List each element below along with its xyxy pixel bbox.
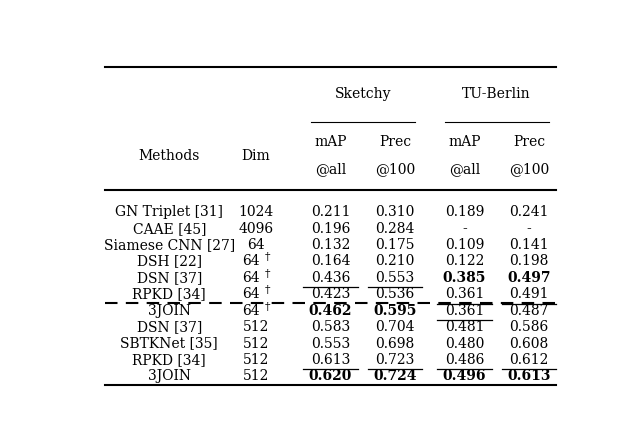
- Text: RPKD [34]: RPKD [34]: [132, 287, 206, 301]
- Text: @100: @100: [375, 163, 415, 177]
- Text: 0.595: 0.595: [373, 304, 417, 318]
- Text: -: -: [462, 222, 467, 236]
- Text: 0.536: 0.536: [375, 287, 415, 301]
- Text: 0.462: 0.462: [308, 304, 352, 318]
- Text: -: -: [527, 222, 531, 236]
- Text: Siamese CNN [27]: Siamese CNN [27]: [104, 238, 235, 252]
- Text: 0.496: 0.496: [443, 369, 486, 383]
- Text: 0.497: 0.497: [507, 271, 550, 285]
- Text: mAP: mAP: [314, 135, 347, 149]
- Text: 0.284: 0.284: [375, 222, 415, 236]
- Text: †: †: [264, 269, 269, 279]
- Text: 512: 512: [243, 369, 269, 383]
- Text: Prec: Prec: [379, 135, 411, 149]
- Text: @all: @all: [315, 163, 346, 177]
- Text: DSN [37]: DSN [37]: [136, 271, 202, 285]
- Text: 0.361: 0.361: [445, 304, 484, 318]
- Text: 64: 64: [243, 271, 260, 285]
- Text: 0.487: 0.487: [509, 304, 548, 318]
- Text: 64: 64: [247, 238, 265, 252]
- Text: †: †: [264, 301, 269, 312]
- Text: †: †: [264, 285, 269, 295]
- Text: DSN [37]: DSN [37]: [136, 320, 202, 334]
- Text: Dim: Dim: [242, 149, 271, 163]
- Text: 0.613: 0.613: [311, 353, 350, 367]
- Text: Prec: Prec: [513, 135, 545, 149]
- Text: @100: @100: [509, 163, 549, 177]
- Text: 0.122: 0.122: [445, 254, 484, 269]
- Text: 64: 64: [243, 254, 260, 269]
- Text: †: †: [264, 252, 269, 262]
- Text: Sketchy: Sketchy: [335, 87, 391, 101]
- Text: @all: @all: [449, 163, 480, 177]
- Text: 64: 64: [243, 287, 260, 301]
- Text: 0.109: 0.109: [445, 238, 484, 252]
- Text: RPKD [34]: RPKD [34]: [132, 353, 206, 367]
- Text: 0.141: 0.141: [509, 238, 548, 252]
- Text: 3JOIN: 3JOIN: [148, 304, 191, 318]
- Text: 0.612: 0.612: [509, 353, 548, 367]
- Text: TU-Berlin: TU-Berlin: [462, 87, 531, 101]
- Text: 0.189: 0.189: [445, 205, 484, 219]
- Text: 0.586: 0.586: [509, 320, 548, 334]
- Text: 0.608: 0.608: [509, 337, 548, 350]
- Text: 0.385: 0.385: [443, 271, 486, 285]
- Text: 0.211: 0.211: [311, 205, 350, 219]
- Text: 0.723: 0.723: [375, 353, 415, 367]
- Text: Methods: Methods: [139, 149, 200, 163]
- Text: 0.724: 0.724: [373, 369, 417, 383]
- Text: 0.481: 0.481: [445, 320, 484, 334]
- Text: 0.198: 0.198: [509, 254, 548, 269]
- Text: SBTKNet [35]: SBTKNet [35]: [120, 337, 218, 350]
- Text: 512: 512: [243, 353, 269, 367]
- Text: 0.620: 0.620: [308, 369, 352, 383]
- Text: 0.436: 0.436: [311, 271, 350, 285]
- Text: CAAE [45]: CAAE [45]: [132, 222, 206, 236]
- Text: 0.164: 0.164: [311, 254, 350, 269]
- Text: 0.583: 0.583: [311, 320, 350, 334]
- Text: 0.704: 0.704: [375, 320, 415, 334]
- Text: 0.553: 0.553: [375, 271, 415, 285]
- Text: 0.491: 0.491: [509, 287, 548, 301]
- Text: 0.210: 0.210: [375, 254, 415, 269]
- Text: 0.423: 0.423: [311, 287, 350, 301]
- Text: 0.486: 0.486: [445, 353, 484, 367]
- Text: 0.310: 0.310: [375, 205, 415, 219]
- Text: 0.241: 0.241: [509, 205, 548, 219]
- Text: 0.613: 0.613: [507, 369, 550, 383]
- Text: 0.480: 0.480: [445, 337, 484, 350]
- Text: DSH [22]: DSH [22]: [137, 254, 202, 269]
- Text: 4096: 4096: [239, 222, 274, 236]
- Text: 512: 512: [243, 320, 269, 334]
- Text: 0.698: 0.698: [375, 337, 415, 350]
- Text: mAP: mAP: [448, 135, 481, 149]
- Text: 64: 64: [243, 304, 260, 318]
- Text: 0.196: 0.196: [311, 222, 350, 236]
- Text: 0.175: 0.175: [375, 238, 415, 252]
- Text: 0.132: 0.132: [311, 238, 350, 252]
- Text: 3JOIN: 3JOIN: [148, 369, 191, 383]
- Text: 1024: 1024: [239, 205, 274, 219]
- Text: 512: 512: [243, 337, 269, 350]
- Text: GN Triplet [31]: GN Triplet [31]: [115, 205, 223, 219]
- Text: 0.553: 0.553: [311, 337, 350, 350]
- Text: 0.361: 0.361: [445, 287, 484, 301]
